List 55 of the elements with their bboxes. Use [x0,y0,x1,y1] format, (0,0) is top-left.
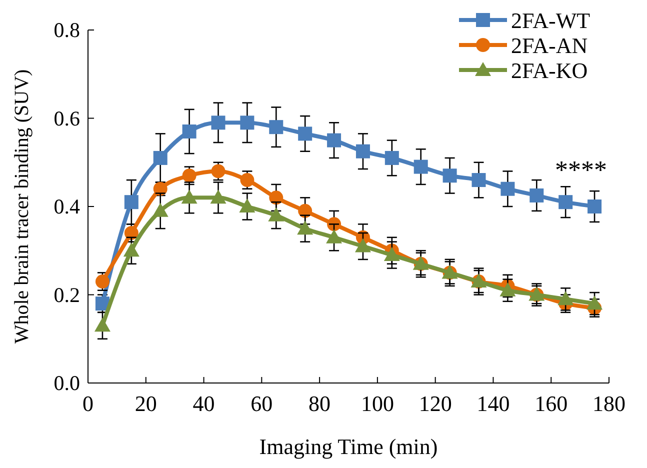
point [530,188,544,202]
point [268,207,284,222]
x-tick-label: 120 [418,391,452,416]
point [500,282,516,296]
x-tick-label: 140 [476,391,510,416]
point [588,200,602,214]
x-tick-label: 40 [192,391,215,416]
point [500,182,515,196]
point [211,116,226,130]
legend-label: 2FA-WT [511,8,591,33]
point [181,190,198,204]
point [384,150,399,165]
point [414,160,428,174]
point [95,274,110,289]
legend-label: 2FA-KO [511,58,588,83]
x-tick-label: 180 [592,391,626,416]
point [472,173,486,188]
y-tick-label: 0.0 [54,371,80,395]
y-axis-title: Whole brain tracer binding (SUV) [11,69,33,344]
point [182,124,196,138]
point [240,173,254,188]
point [239,198,256,212]
y-tick-label: 0.2 [54,282,80,307]
point [586,296,603,310]
point [94,318,110,332]
y-tick-label: 0.6 [54,106,80,130]
x-tick-label: 160 [534,391,568,416]
point [384,247,400,262]
annotation: **** [555,155,607,184]
point [123,242,140,257]
point [152,202,168,217]
point [153,150,168,165]
point [210,190,226,204]
x-tick-label: 100 [360,391,394,416]
point [356,144,370,158]
point [240,116,254,130]
point [297,220,314,235]
x-tick-label: 20 [134,391,157,416]
x-tick-label: 80 [308,391,331,416]
point [558,291,574,306]
point [298,126,312,141]
point [354,238,371,252]
x-tick-label: 60 [250,391,273,416]
y-tick-label: 0.8 [54,18,80,42]
x-tick-label: 0 [82,391,94,416]
y-tick-label: 0.4 [54,194,80,218]
point [327,133,342,148]
point [269,190,284,205]
point [269,120,284,134]
point [558,195,573,210]
legend-label: 2FA-AN [511,33,588,58]
point [124,195,138,210]
x-axis-title: Imaging Time (min) [259,434,438,459]
point [442,168,457,183]
point [326,229,342,244]
